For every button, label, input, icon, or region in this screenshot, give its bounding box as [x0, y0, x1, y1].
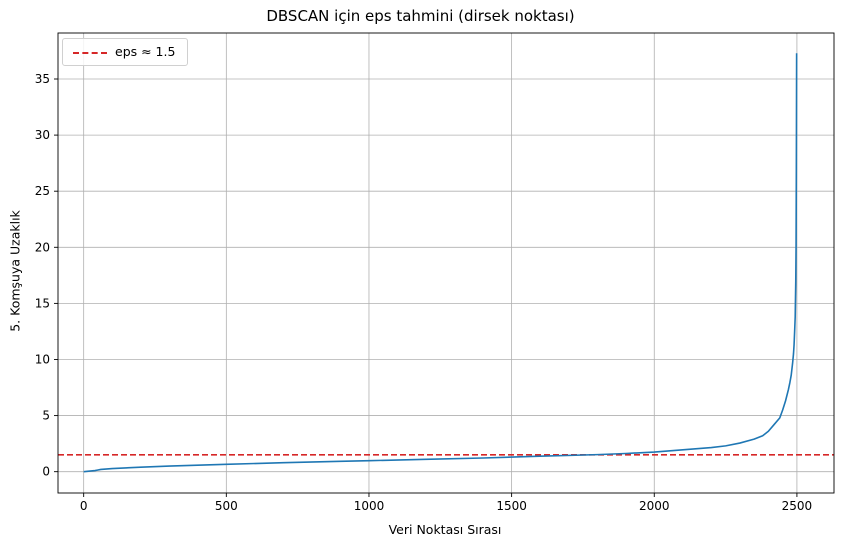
x-tick-label: 500 — [215, 499, 238, 513]
y-tick-label: 25 — [35, 184, 50, 198]
legend-dashed-line-swatch — [73, 52, 107, 54]
x-tick-label: 2500 — [782, 499, 813, 513]
x-tick-label: 1000 — [354, 499, 385, 513]
y-tick-label: 5 — [42, 409, 50, 423]
legend-label-eps: eps ≈ 1.5 — [115, 44, 176, 59]
chart-title: DBSCAN için eps tahmini (dirsek noktası) — [266, 7, 575, 25]
y-tick-label: 35 — [35, 72, 50, 86]
y-tick-label: 20 — [35, 240, 50, 254]
y-tick-label: 15 — [35, 296, 50, 310]
series-line-0 — [83, 53, 798, 473]
y-axis-label: 5. Komşuya Uzaklık — [7, 210, 23, 332]
legend: eps ≈ 1.5 — [62, 38, 188, 66]
y-tick-label: 30 — [35, 128, 50, 142]
y-tick-label: 0 — [42, 465, 50, 479]
x-tick-label: 0 — [80, 499, 88, 513]
y-tick-label: 10 — [35, 352, 50, 366]
x-tick-label: 1500 — [496, 499, 527, 513]
x-tick-label: 2000 — [639, 499, 670, 513]
plot-frame — [57, 32, 835, 494]
x-axis-label: Veri Noktası Sırası — [388, 522, 502, 537]
